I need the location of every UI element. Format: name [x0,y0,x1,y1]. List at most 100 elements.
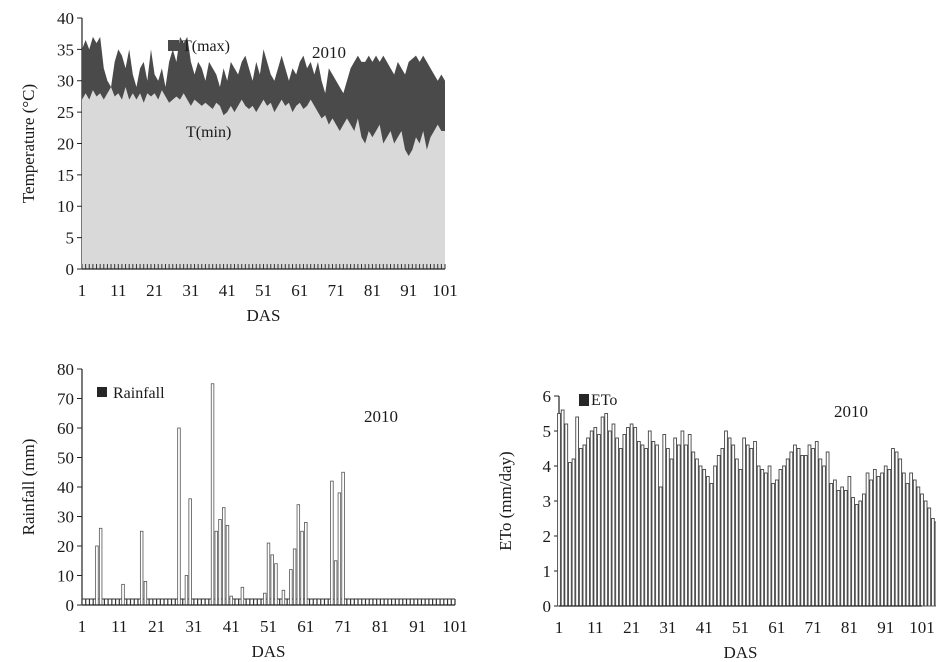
rainfall-bar [139,530,144,606]
eto-bar [916,486,921,607]
eto-bar [822,465,826,607]
x-tick-label: 41 [696,618,713,637]
eto-bar [833,479,837,607]
x-tick-label: 61 [768,618,785,637]
eto-bar [705,476,710,607]
y-tick-label: 5 [66,229,75,248]
x-tick-label: 81 [372,617,389,636]
rainfall-legend-label: Rainfall [113,385,165,402]
x-tick-label: 41 [223,617,240,636]
eto-bar [691,451,696,607]
rainfall-bar [266,542,271,606]
y-tick-label: 40 [57,9,74,28]
eto-bar [564,423,569,607]
x-tick-label: 11 [111,617,127,636]
tmax-label: T(max) [182,38,230,55]
eto-bar [637,441,641,607]
eto-bar [811,448,815,607]
y-axis-title: Rainfall (mm) [19,439,38,536]
eto-bar [633,427,638,607]
eto-bar [604,413,609,607]
x-tick-label: 11 [587,618,603,637]
rainfall-bar [281,589,286,606]
eto-bar [760,469,765,607]
eto-bar [923,500,928,607]
year-label: 2010 [312,43,346,62]
eto-bar [909,472,913,607]
eto-bar [891,448,895,607]
eto-bar [695,458,699,607]
x-tick-label: 81 [364,281,381,300]
x-tick-label: 41 [219,281,236,300]
eto-bar [640,444,645,607]
eto-bar [557,413,561,607]
eto-bar [720,448,725,607]
eto-bar [749,448,754,607]
eto-bar [764,472,768,607]
eto-bar [782,465,786,607]
rainfall-bar [214,530,218,606]
rainfall-bar [337,492,342,606]
eto-bar [651,441,656,607]
eto-bar [912,479,917,607]
tmin-area [82,87,445,270]
eto-bar [771,483,776,607]
eto-bar [615,437,619,607]
eto-bar [600,416,605,607]
rainfall-bar [341,471,345,606]
eto-bar [735,458,739,607]
eto-bar [673,437,678,607]
eto-bar [702,469,707,607]
x-tick-label: 61 [291,281,308,300]
eto-bar [800,455,805,607]
x-tick-label: 71 [805,618,822,637]
eto-bar [836,490,841,607]
rainfall-bar [218,519,222,606]
eto-bar [862,493,866,607]
x-tick-label: 21 [146,281,163,300]
rainfall-bar [289,569,293,606]
eto-bar [753,441,757,607]
y-tick-label: 80 [57,360,74,379]
eto-bar [575,416,579,607]
rainfall-legend-swatch [97,387,107,397]
x-tick-label: 1 [78,617,87,636]
x-tick-label: 51 [260,617,277,636]
y-tick-label: 35 [57,40,74,59]
x-axis-title: DAS [251,642,285,661]
x-tick-label: 61 [297,617,314,636]
y-tick-label: 6 [543,387,552,406]
y-tick-label: 3 [543,492,552,511]
eto-bar [655,444,659,607]
rainfall-bar [229,595,233,606]
eto-bar [662,434,667,607]
x-tick-label: 101 [909,618,935,637]
eto-bar [880,472,884,607]
eto-bar [876,476,881,607]
eto-bar [898,458,903,607]
eto-bar [829,483,834,607]
y-axis-title: Temperature (°C) [19,84,38,203]
rainfall-bar [222,507,226,606]
eto-bar [724,430,728,607]
rainfall-bar [333,560,338,606]
x-tick-label: 31 [659,618,676,637]
eto-bar [611,423,616,607]
eto-bar [607,430,612,607]
y-tick-label: 0 [66,260,75,279]
y-tick-label: 20 [57,537,74,556]
rainfall-bar [240,586,245,606]
eto-bar [825,451,830,607]
rainfall-bar [300,530,304,606]
eto-bar [927,507,932,607]
rainfall-bar [121,583,125,606]
eto-bar [774,479,779,607]
eto-legend-label: ETo [591,392,617,409]
eto-bar [593,427,598,607]
eto-bar [756,465,761,607]
x-tick-label: 31 [182,281,199,300]
y-tick-label: 10 [57,197,74,216]
x-tick-label: 21 [148,617,165,636]
eto-bar [843,490,848,607]
eto-bar [789,451,794,607]
